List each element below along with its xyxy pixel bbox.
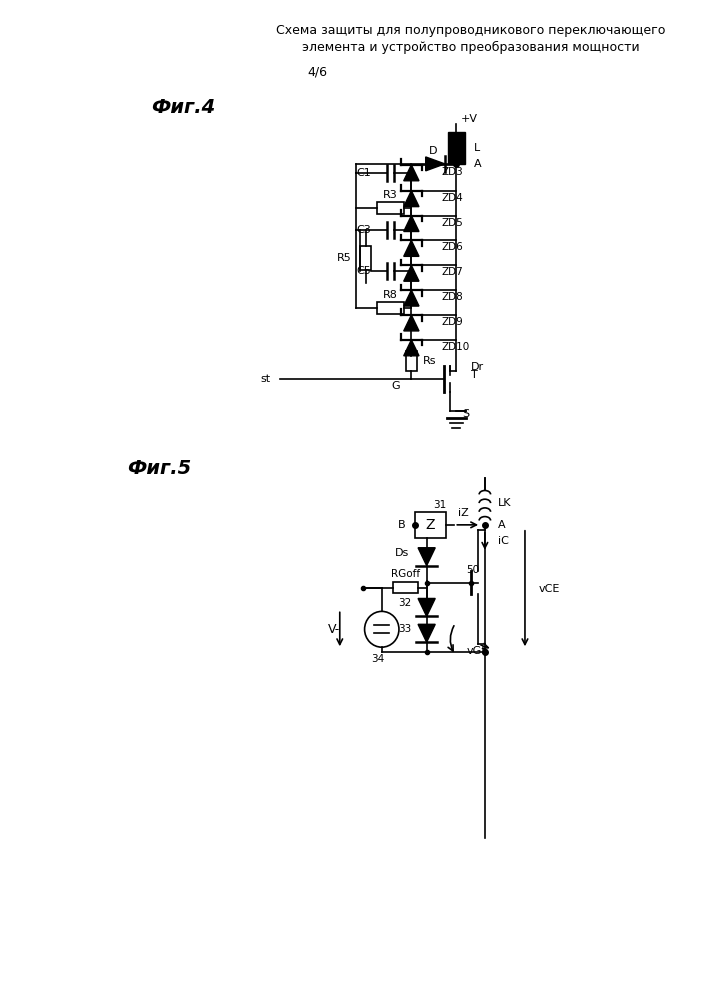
Text: vGE: vGE <box>467 646 489 656</box>
Text: ZD9: ZD9 <box>442 317 464 327</box>
Text: 50: 50 <box>466 565 479 575</box>
Polygon shape <box>418 624 436 642</box>
Text: Ds: Ds <box>395 548 409 558</box>
Polygon shape <box>426 157 445 171</box>
Bar <box>415 512 445 538</box>
Bar <box>360 246 371 270</box>
Text: C1: C1 <box>356 168 371 178</box>
Text: V-: V- <box>327 623 340 636</box>
Text: C3: C3 <box>356 225 371 235</box>
Text: iZ: iZ <box>459 508 469 518</box>
Text: Dr: Dr <box>471 362 484 372</box>
Text: ZD8: ZD8 <box>442 292 464 302</box>
Text: ZD4: ZD4 <box>442 193 464 203</box>
Polygon shape <box>418 598 436 616</box>
Text: ZD7: ZD7 <box>442 267 464 277</box>
Polygon shape <box>418 548 436 566</box>
Text: ZD6: ZD6 <box>442 242 464 252</box>
Text: B: B <box>398 520 406 530</box>
Bar <box>377 202 404 214</box>
Bar <box>406 351 417 371</box>
Polygon shape <box>404 191 419 207</box>
Text: элемента и устройство преобразования мощности: элемента и устройство преобразования мощ… <box>302 41 639 54</box>
Text: 33: 33 <box>398 624 411 634</box>
Text: ZD5: ZD5 <box>442 218 464 228</box>
Text: Фиг.4: Фиг.4 <box>151 98 215 117</box>
Text: Rs: Rs <box>423 356 436 366</box>
Polygon shape <box>404 216 419 232</box>
Text: ZD10: ZD10 <box>442 342 470 352</box>
Text: 34: 34 <box>371 654 385 664</box>
Text: Z: Z <box>426 518 436 532</box>
Text: iC: iC <box>498 536 509 546</box>
Text: G: G <box>391 381 400 391</box>
Text: R8: R8 <box>383 290 398 300</box>
Text: +V: +V <box>461 114 478 124</box>
Text: T: T <box>471 370 477 380</box>
Text: 4/6: 4/6 <box>308 66 328 79</box>
Text: vCE: vCE <box>538 584 560 594</box>
Polygon shape <box>404 165 419 181</box>
Polygon shape <box>404 240 419 256</box>
Text: ZD3: ZD3 <box>442 167 464 177</box>
Text: A: A <box>474 159 481 169</box>
Polygon shape <box>404 265 419 281</box>
Bar <box>393 582 418 593</box>
Bar <box>377 302 404 314</box>
Text: st: st <box>260 374 270 384</box>
Text: L: L <box>474 143 479 153</box>
Text: S: S <box>462 409 469 419</box>
Text: Схема защиты для полупроводникового переключающего: Схема защиты для полупроводникового пере… <box>276 24 665 37</box>
Text: RGoff: RGoff <box>391 569 420 579</box>
Bar <box>448 132 464 164</box>
Text: D: D <box>429 146 438 156</box>
Polygon shape <box>404 290 419 306</box>
Polygon shape <box>404 340 419 356</box>
Text: 31: 31 <box>433 500 447 510</box>
Text: A: A <box>498 520 506 530</box>
Text: R3: R3 <box>383 190 398 200</box>
Text: 32: 32 <box>398 598 411 608</box>
Polygon shape <box>404 315 419 331</box>
Text: C5: C5 <box>356 266 371 276</box>
Text: R5: R5 <box>337 253 351 263</box>
Text: LK: LK <box>498 498 512 508</box>
Text: Фиг.5: Фиг.5 <box>127 459 191 478</box>
